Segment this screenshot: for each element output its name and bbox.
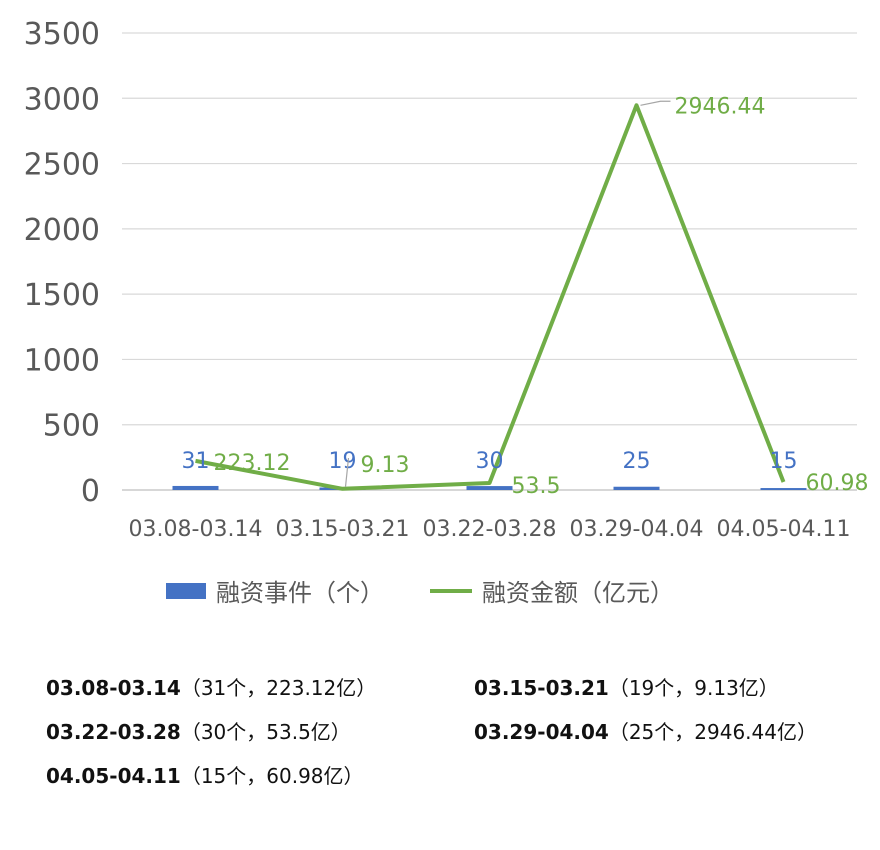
note-date: 03.15-03.21 [474, 676, 609, 700]
bar-data-label: 15 [770, 449, 798, 474]
bar-data-label: 30 [476, 449, 504, 474]
line-series [195, 103, 786, 491]
line-data-label: 2946.44 [675, 94, 766, 119]
legend-label-line: 融资金额（亿元） [482, 579, 674, 607]
combo-chart: 0 500 1000 1500 2000 2500 3000 3500 31 19 30 25 15 2… [24, 17, 869, 607]
note-item: 03.29-04.04（25个，2946.44亿） [474, 716, 817, 745]
y-tick-label: 1500 [24, 278, 100, 313]
legend: 融资事件（个） 融资金额（亿元） [166, 579, 674, 607]
bar [760, 488, 807, 490]
line-data-label: 53.5 [512, 474, 561, 499]
x-tick-label: 04.05-04.11 [717, 517, 851, 542]
bar-data-label: 25 [623, 449, 651, 474]
note-detail: （15个，60.98亿） [180, 764, 364, 788]
note-item: 03.22-03.28（30个，53.5亿） [46, 716, 351, 745]
line-data-label: 60.98 [806, 471, 869, 496]
y-tick-label: 3000 [24, 82, 100, 117]
note-detail: （30个，53.5亿） [180, 720, 351, 744]
note-item: 03.08-03.14（31个，223.12亿） [46, 672, 376, 701]
y-tick-label: 0 [81, 474, 100, 509]
x-tick-label: 03.15-03.21 [276, 517, 410, 542]
gridlines [122, 32, 857, 491]
line-data-label: 9.13 [361, 453, 410, 478]
legend-swatch-bar [166, 583, 206, 599]
bar-series [172, 485, 807, 490]
bar-data-label: 31 [182, 449, 210, 474]
y-tick-label: 2500 [24, 148, 100, 183]
bar [613, 486, 660, 490]
y-axis: 0 500 1000 1500 2000 2500 3000 3500 [24, 17, 100, 509]
y-tick-label: 2000 [24, 213, 100, 248]
x-tick-label: 03.22-03.28 [423, 517, 557, 542]
note-date: 03.08-03.14 [46, 676, 181, 700]
note-date: 03.22-03.28 [46, 720, 181, 744]
y-tick-label: 3500 [24, 17, 100, 52]
note-detail: （19个，9.13亿） [608, 676, 779, 700]
label-leader-line [640, 100, 671, 106]
bar [466, 486, 513, 490]
note-detail: （25个，2946.44亿） [608, 720, 817, 744]
note-date: 03.29-04.04 [474, 720, 609, 744]
note-item: 04.05-04.11（15个，60.98亿） [46, 760, 364, 789]
legend-label-bar: 融资事件（个） [216, 579, 384, 607]
label-leader-line [344, 457, 350, 487]
line-data-label: 223.12 [214, 451, 291, 476]
bar [172, 485, 219, 490]
note-item: 03.15-03.21（19个，9.13亿） [474, 672, 779, 701]
x-tick-label: 03.08-03.14 [129, 517, 263, 542]
x-tick-label: 03.29-04.04 [570, 517, 704, 542]
x-axis: 03.08-03.14 03.15-03.21 03.22-03.28 03.29-0… [129, 517, 851, 542]
line-path [195, 103, 786, 491]
note-date: 04.05-04.11 [46, 764, 181, 788]
note-detail: （31个，223.12亿） [180, 676, 377, 700]
bar-data-label: 19 [329, 449, 357, 474]
data-labels: 31 19 30 25 15 223.12 9.13 53.5 2946.44 60.98 [182, 94, 869, 499]
y-tick-label: 1000 [24, 343, 100, 378]
y-tick-label: 500 [43, 409, 100, 444]
